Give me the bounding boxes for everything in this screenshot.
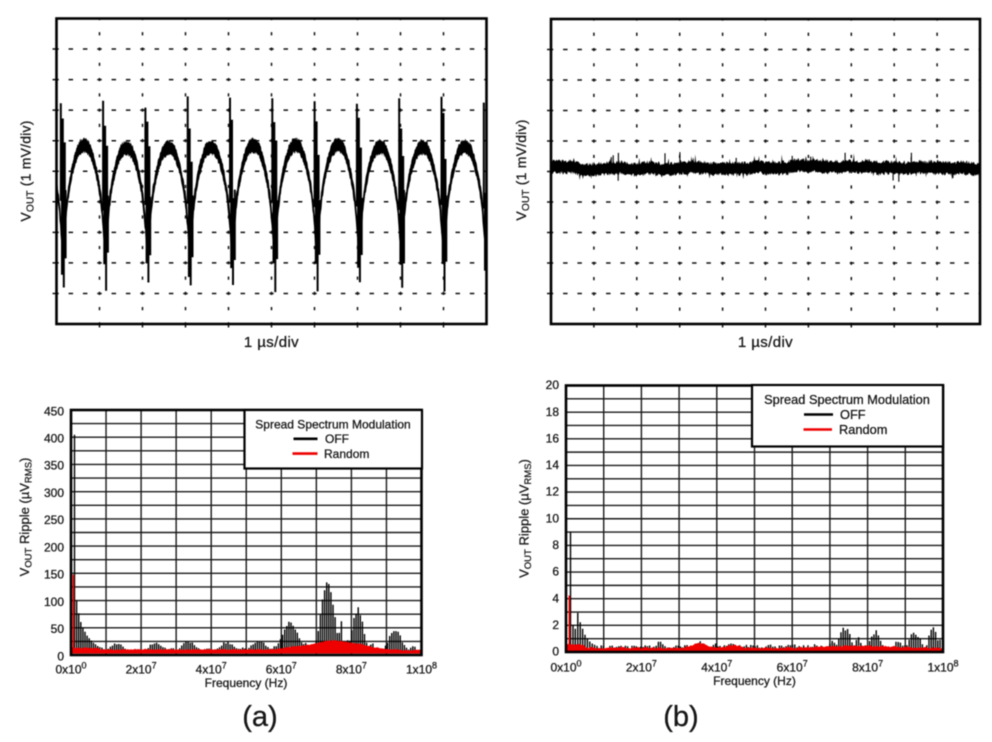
svg-text:1 µs/div: 1 µs/div [244,334,299,351]
svg-text:100: 100 [44,595,64,609]
svg-text:OFF: OFF [840,407,866,422]
svg-text:4: 4 [552,591,559,605]
svg-text:OFF: OFF [325,432,349,446]
svg-text:8x107: 8x107 [852,659,883,675]
svg-text:Spread Spectrum Modulation: Spread Spectrum Modulation [764,392,930,407]
svg-text:2x107: 2x107 [626,659,657,675]
svg-text:1x108: 1x108 [927,659,958,675]
svg-text:12: 12 [546,485,560,499]
svg-text:VOUT Ripple (µVRMS): VOUT Ripple (µVRMS) [517,459,535,578]
svg-text:(a): (a) [242,701,277,733]
svg-text:0x100: 0x100 [55,661,86,677]
svg-text:4x107: 4x107 [701,659,732,675]
svg-text:VOUT Ripple (µVRMS): VOUT Ripple (µVRMS) [17,458,35,577]
svg-text:(b): (b) [663,701,698,733]
svg-text:350: 350 [44,459,64,473]
svg-text:0: 0 [57,649,64,663]
svg-text:18: 18 [546,405,560,419]
svg-text:Random: Random [324,447,369,461]
svg-text:2x107: 2x107 [126,661,157,677]
svg-text:400: 400 [44,432,64,446]
svg-text:6: 6 [552,565,559,579]
svg-text:Frequency (Hz): Frequency (Hz) [713,674,796,688]
svg-text:250: 250 [44,513,64,527]
svg-text:200: 200 [44,540,64,554]
svg-text:150: 150 [44,568,64,582]
svg-text:20: 20 [546,378,560,392]
svg-text:6x107: 6x107 [777,659,808,675]
svg-text:450: 450 [44,404,64,418]
svg-text:Random: Random [839,422,887,437]
svg-text:Spread Spectrum Modulation: Spread Spectrum Modulation [255,418,410,432]
svg-text:6x107: 6x107 [266,661,297,677]
svg-text:16: 16 [546,431,560,445]
svg-text:8: 8 [552,538,559,552]
svg-text:1 µs/div: 1 µs/div [738,334,793,351]
svg-text:1x108: 1x108 [406,661,437,677]
svg-text:2: 2 [552,618,559,632]
svg-text:8x107: 8x107 [336,661,367,677]
svg-text:14: 14 [546,458,560,472]
svg-text:Frequency (Hz): Frequency (Hz) [205,676,288,690]
svg-text:0x100: 0x100 [550,659,581,675]
svg-text:4x107: 4x107 [196,661,227,677]
svg-text:300: 300 [44,486,64,500]
svg-text:50: 50 [51,622,65,636]
svg-text:10: 10 [546,511,560,525]
svg-text:0: 0 [552,645,559,659]
